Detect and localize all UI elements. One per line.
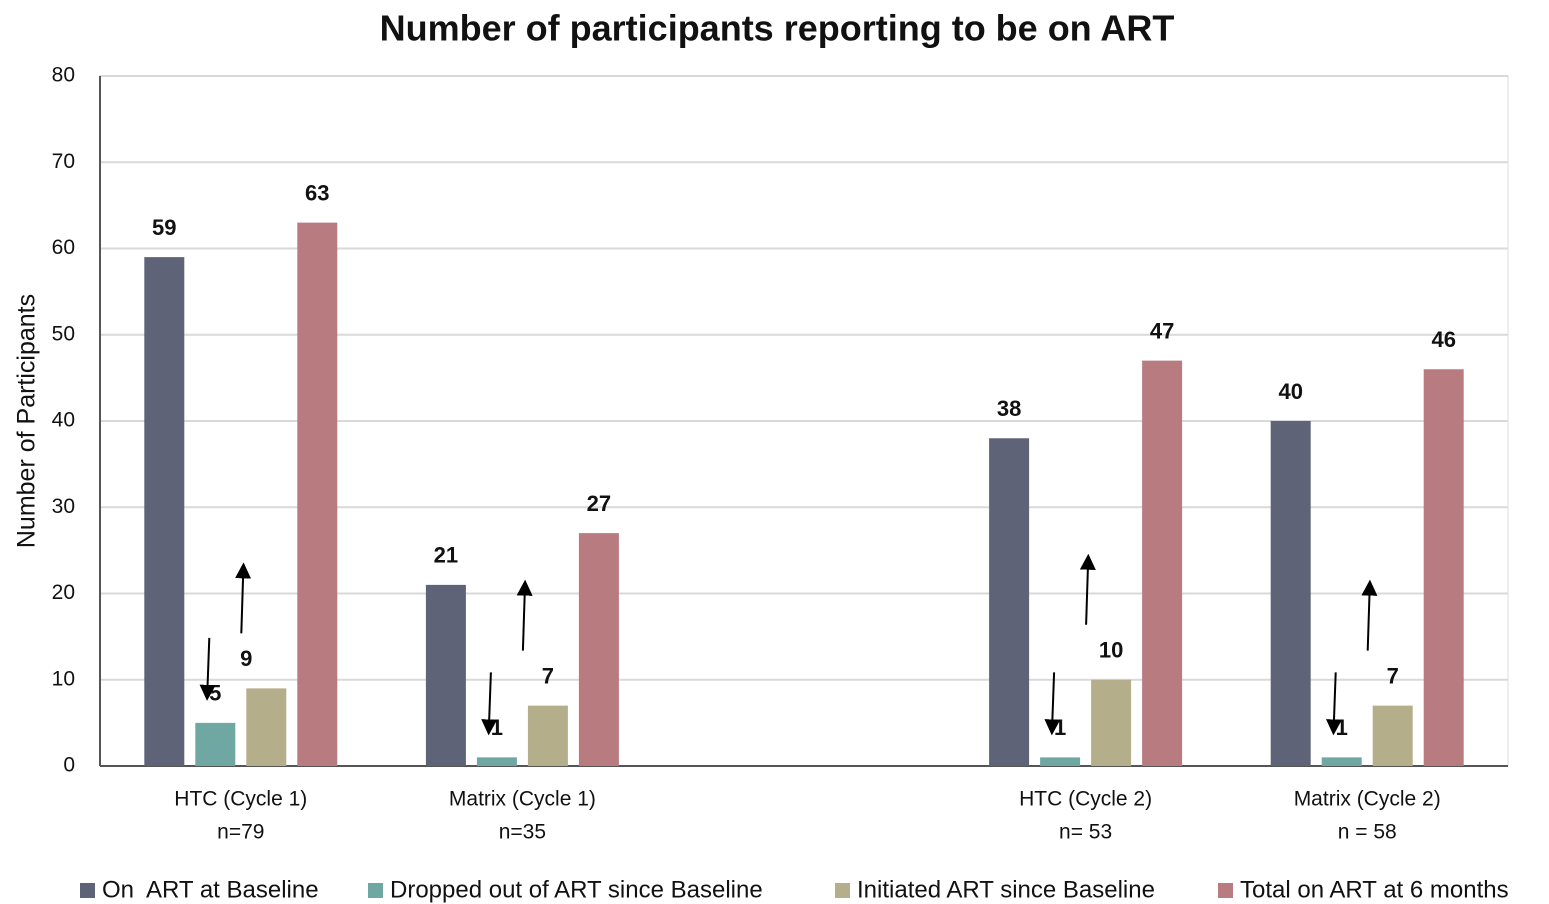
bar [1040,757,1081,766]
arrow [1361,579,1378,651]
x-tick-label: Matrix (Cycle 1) [449,788,596,811]
x-tick-label: HTC (Cycle 2) [1019,788,1152,811]
y-tick-label: 70 [52,150,75,173]
y-tick-label: 20 [52,581,75,604]
x-tick-sublabel: n = 58 [1338,821,1397,844]
bar [1270,421,1311,766]
arrow [1325,672,1342,736]
arrow [1079,553,1096,625]
bar [425,584,466,766]
bar [195,722,236,766]
y-tick-label: 0 [63,754,75,777]
value-label: 59 [152,215,176,240]
bar [246,688,287,766]
y-tick-label: 10 [52,667,75,690]
value-label: 38 [997,396,1021,421]
value-label: 7 [542,663,554,688]
value-label: 63 [305,180,329,205]
value-label: 40 [1278,379,1302,404]
legend-swatch [80,883,95,898]
arrow [481,672,498,736]
y-tick-label: 40 [52,409,75,432]
bar [1091,679,1132,766]
value-label: 7 [1387,663,1399,688]
y-axis-label: Number of Participants [13,294,41,548]
bar [578,533,619,766]
value-label: 27 [587,491,611,516]
value-label: 1 [491,715,503,740]
bar [1372,705,1413,766]
legend-label: Dropped out of ART since Baseline [390,876,763,903]
bar [144,257,185,766]
x-tick-sublabel: n=35 [499,821,546,844]
value-label: 9 [240,646,252,671]
value-label: 1 [1336,715,1348,740]
value-label: 47 [1150,318,1174,343]
x-tick-label: Matrix (Cycle 2) [1294,788,1441,811]
value-label: 46 [1431,327,1455,352]
value-label: 21 [434,543,458,568]
value-label: 10 [1099,638,1123,663]
value-label: 5 [209,681,221,706]
bar [1423,369,1464,766]
legend-swatch [368,883,383,898]
y-tick-label: 60 [52,236,75,259]
chart-title: Number of participants reporting to be o… [380,8,1175,49]
x-tick-label: HTC (Cycle 1) [174,788,307,811]
legend-label: Initiated ART since Baseline [857,876,1155,903]
y-tick-label: 50 [52,322,75,345]
bar [1142,360,1183,766]
value-label: 1 [1054,715,1066,740]
arrow [235,562,252,634]
bar [1321,757,1362,766]
bar [989,438,1030,766]
bar [527,705,568,766]
legend-label: Total on ART at 6 months [1240,876,1509,903]
y-tick-label: 80 [52,64,75,87]
x-tick-sublabel: n=79 [217,821,264,844]
legend-label: On ART at Baseline [102,876,319,903]
bar [297,222,338,766]
arrow [199,637,216,701]
legend-swatch [835,883,850,898]
legend-swatch [1218,883,1233,898]
y-tick-label: 30 [52,495,75,518]
x-tick-sublabel: n= 53 [1059,821,1112,844]
arrow [516,579,533,651]
arrow [1044,672,1061,736]
bar [476,757,517,766]
